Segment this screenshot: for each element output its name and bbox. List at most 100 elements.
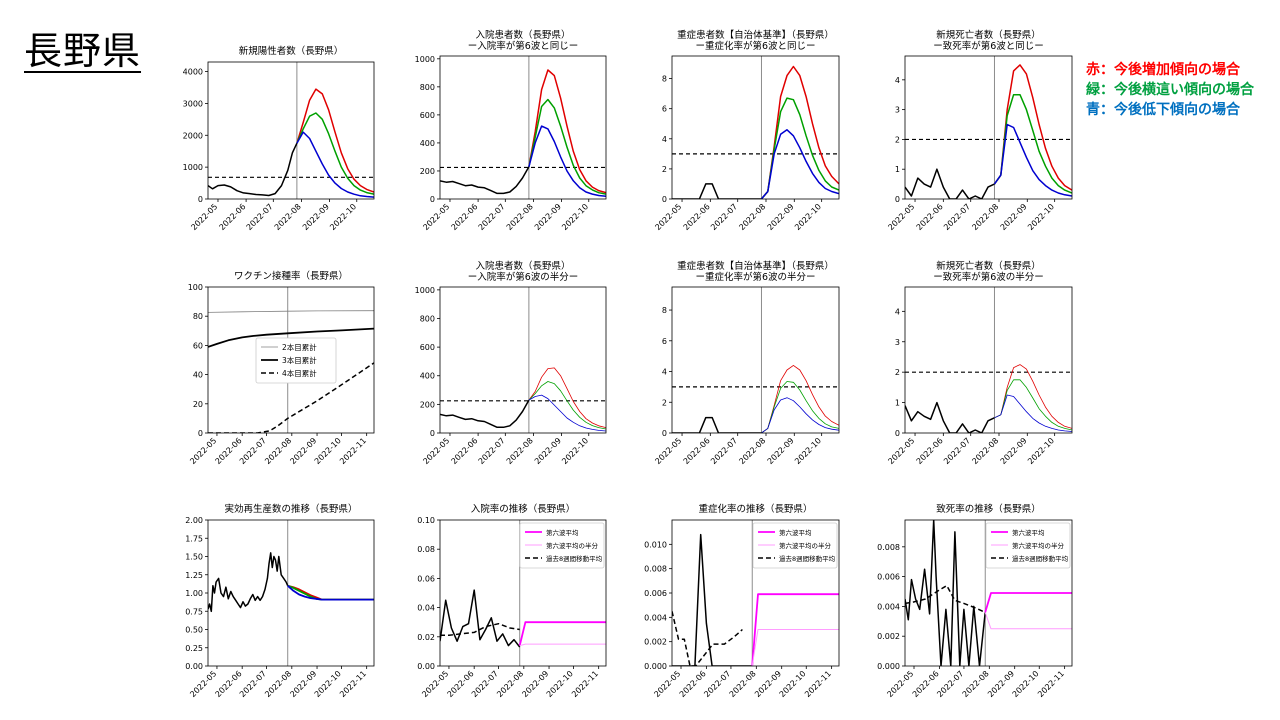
y-tick-label: 6 — [662, 337, 667, 346]
y-tick-label: 0.004 — [644, 613, 667, 622]
series-line-magenta — [518, 621, 606, 646]
y-tick-label: 0.000 — [877, 662, 900, 671]
y-tick-label: 0.002 — [877, 632, 900, 641]
y-tick-label: 2.00 — [185, 516, 203, 525]
y-tick-label: 2 — [895, 368, 900, 377]
chart-subtitle: ー入院率が第6波と同じー — [468, 40, 579, 52]
x-tick-label: 2022-10 — [1026, 436, 1056, 466]
x-tick-label: 2022-10 — [1011, 669, 1041, 699]
legend-label: 第六波平均 — [546, 528, 579, 537]
x-tick-label: 2022-09 — [999, 436, 1029, 466]
y-tick-label: 0.00 — [417, 662, 435, 671]
series-line-green — [296, 112, 374, 195]
x-tick-label: 2022-11 — [803, 669, 833, 699]
x-tick-label: 2022-07 — [709, 202, 739, 232]
y-tick-label: 4000 — [183, 68, 203, 77]
x-tick-label: 2022-08 — [737, 202, 767, 232]
y-tick-label: 6 — [662, 105, 667, 114]
y-tick-label: 400 — [420, 139, 435, 148]
series-line-green — [528, 98, 606, 195]
series-line-black — [208, 327, 374, 348]
y-tick-label: 0.04 — [417, 604, 435, 613]
chart-title: ワクチン接種率（長野県） — [234, 270, 348, 282]
y-tick-label: 2 — [662, 398, 667, 407]
y-tick-label: 1 — [895, 165, 900, 174]
x-tick-label: 2022-07 — [477, 436, 507, 466]
chart-title: 新規死亡者数（長野県） — [936, 29, 1041, 41]
series-line-red — [760, 65, 839, 199]
x-tick-label: 2022-06 — [915, 202, 945, 232]
x-tick-label: 2022-09 — [766, 436, 796, 466]
x-tick-label: 2022-07 — [238, 436, 268, 466]
series-line-red — [994, 364, 1072, 429]
x-tick-label: 2022-08 — [263, 436, 293, 466]
plot-frame — [904, 55, 1073, 200]
plot-frame — [207, 519, 375, 667]
chart-title: 入院患者数（長野県） — [475, 29, 570, 41]
y-tick-label: 4 — [662, 135, 667, 144]
y-tick-label: 0.50 — [185, 626, 203, 635]
y-tick-label: 1.25 — [185, 571, 203, 580]
x-tick-label: 2022-05 — [188, 669, 218, 699]
y-tick-label: 1000 — [415, 55, 435, 64]
series-line-magenta — [751, 593, 839, 666]
chart-hosp-rate: 入院率の推移（長野県） 0.00 0.02 0.04 0.06 0.08 0.10 2022-… — [417, 503, 607, 699]
legend-label: 4本目累計 — [282, 368, 317, 378]
series-line-green — [993, 93, 1072, 194]
chart-hosp-same: 入院患者数（長野県）ー入院率が第6波と同じー 0 200 400 600 800 1000 2… — [415, 29, 607, 232]
y-tick-label: 600 — [420, 111, 435, 120]
legend-label: 過去8週間移動平均 — [779, 554, 836, 563]
series-line-green — [761, 381, 839, 433]
chart-title: 入院患者数（長野県） — [475, 260, 570, 272]
series-line-black — [440, 166, 530, 195]
x-tick-label: 2022-10 — [328, 202, 358, 232]
legend-label: 第六波平均 — [1012, 528, 1045, 537]
series-line-black — [672, 416, 762, 433]
chart-severe-rate: 重症化率の推移（長野県） 0.000 0.002 0.004 0.006 0.008 0.0… — [644, 503, 840, 699]
series-line-red — [761, 364, 839, 433]
plot-frame — [207, 286, 375, 434]
chart-deaths-same: 新規死亡者数（長野県）ー致死率が第6波と同じー012342022-052022-… — [886, 29, 1073, 232]
legend-label: 第六波平均の半分 — [546, 541, 599, 550]
y-tick-label: 1.75 — [185, 534, 203, 543]
y-tick-label: 0.02 — [417, 633, 435, 642]
x-tick-label: 2022-08 — [970, 202, 1000, 232]
page-title: 長野県 — [24, 29, 142, 73]
y-tick-label: 0.008 — [644, 565, 667, 574]
x-tick-label: 2022-05 — [886, 202, 916, 232]
chart-title: 入院率の推移（長野県） — [471, 503, 576, 515]
y-tick-label: 4 — [895, 307, 900, 316]
legend-text-red: 赤：今後増加傾向の場合 — [1086, 62, 1240, 78]
y-tick-label: 0.002 — [644, 638, 667, 647]
y-tick-label: 2000 — [183, 131, 203, 140]
chart-death-rate: 致死率の推移（長野県） 0.000 0.002 0.004 0.006 0.008 2022… — [877, 503, 1073, 699]
x-tick-label: 2022-09 — [301, 202, 331, 232]
series-line-blue — [760, 129, 839, 199]
plot-frame — [904, 286, 1073, 434]
chart-legend — [752, 522, 838, 569]
y-tick-label: 0 — [895, 429, 900, 438]
x-tick-label: 2022-07 — [942, 436, 972, 466]
y-tick-label: 4 — [662, 368, 667, 377]
x-tick-label: 2022-06 — [450, 436, 480, 466]
y-tick-label: 400 — [420, 372, 435, 381]
plot-frame — [207, 61, 375, 200]
plot-frame — [904, 519, 1073, 667]
chart-legend — [255, 337, 337, 384]
series-line-red — [296, 88, 374, 193]
x-tick-label: 2022-09 — [999, 202, 1029, 232]
series-line-blue — [528, 125, 606, 197]
x-tick-label: 2022-11 — [1036, 669, 1066, 699]
plot-frame — [671, 286, 840, 434]
y-tick-label: 100 — [188, 283, 203, 292]
x-tick-label: 2022-08 — [505, 436, 535, 466]
x-tick-label: 2022-06 — [450, 202, 480, 232]
y-tick-label: 0 — [430, 195, 435, 204]
x-tick-label: 2022-05 — [886, 436, 916, 466]
y-tick-label: 200 — [420, 167, 435, 176]
y-tick-label: 80 — [193, 312, 203, 321]
x-tick-label: 2022-06 — [915, 436, 945, 466]
x-tick-label: 2022-08 — [728, 669, 758, 699]
y-tick-label: 0.08 — [417, 545, 435, 554]
